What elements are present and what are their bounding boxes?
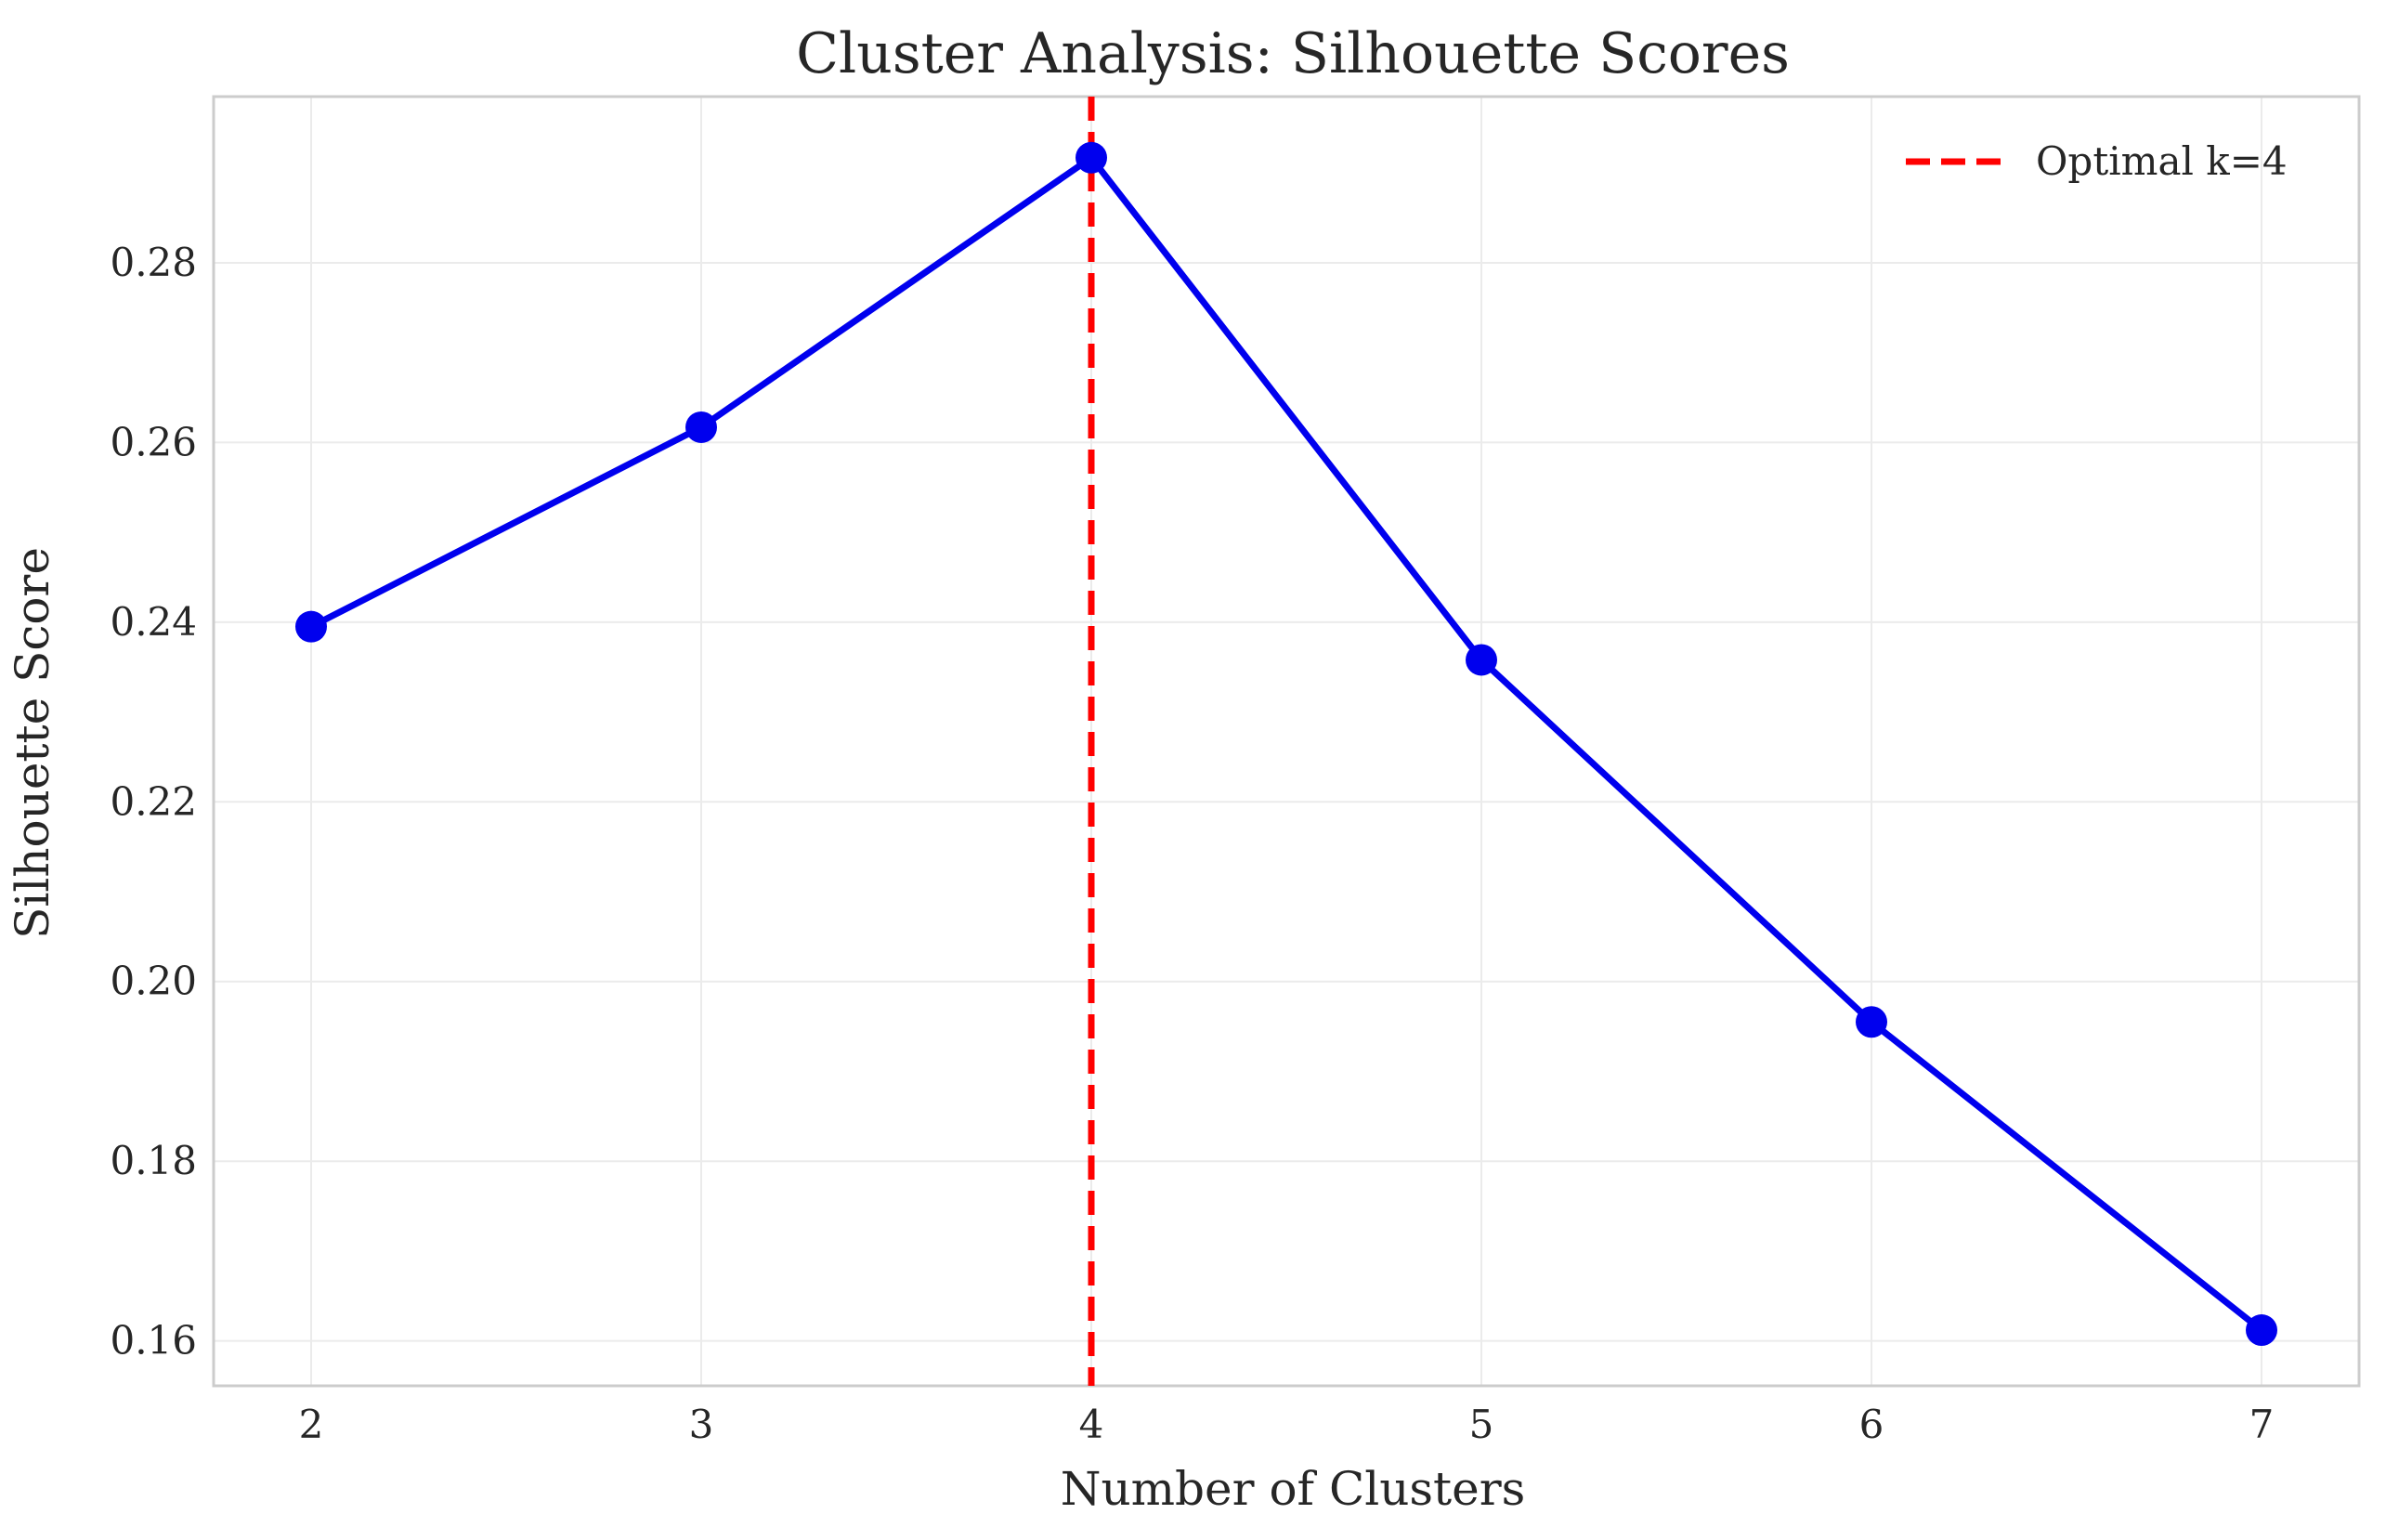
y-axis-label: Silhouette Score bbox=[6, 547, 59, 939]
y-tick-label: 0.22 bbox=[110, 778, 197, 824]
chart-title: Cluster Analysis: Silhouette Scores bbox=[796, 21, 1790, 86]
y-tick-label: 0.16 bbox=[110, 1318, 197, 1364]
y-tick-label: 0.20 bbox=[110, 959, 197, 1004]
y-tick-label: 0.18 bbox=[110, 1138, 197, 1183]
grid bbox=[214, 97, 2359, 1386]
x-tick-label: 7 bbox=[2249, 1402, 2275, 1447]
data-point bbox=[1076, 141, 1107, 174]
x-tick-label: 4 bbox=[1079, 1402, 1104, 1447]
y-tick-label: 0.24 bbox=[110, 599, 197, 645]
legend-label-optimal-k: Optimal k=4 bbox=[2036, 138, 2288, 184]
data-point bbox=[2246, 1314, 2277, 1347]
y-tick-label: 0.28 bbox=[110, 240, 197, 285]
series-line bbox=[309, 154, 2264, 1333]
x-tick-label: 3 bbox=[689, 1402, 714, 1447]
data-point bbox=[685, 411, 717, 443]
x-tick-label: 2 bbox=[299, 1402, 324, 1447]
x-tick-label: 5 bbox=[1469, 1402, 1494, 1447]
tick-labels: 2 3 4 5 6 7 0.16 0.18 0.20 0.22 0.24 0.26 0.28 bbox=[110, 240, 2274, 1447]
legend: Optimal k=4 bbox=[1906, 138, 2288, 184]
series-layer bbox=[295, 141, 2277, 1347]
y-tick-label: 0.26 bbox=[110, 419, 197, 464]
x-tick-label: 6 bbox=[1859, 1402, 1884, 1447]
data-point bbox=[1466, 644, 1497, 676]
x-axis-label: Number of Clusters bbox=[1061, 1462, 1526, 1516]
data-point bbox=[1856, 1006, 1887, 1038]
plot-frame bbox=[212, 95, 2361, 1388]
data-point bbox=[295, 610, 327, 643]
